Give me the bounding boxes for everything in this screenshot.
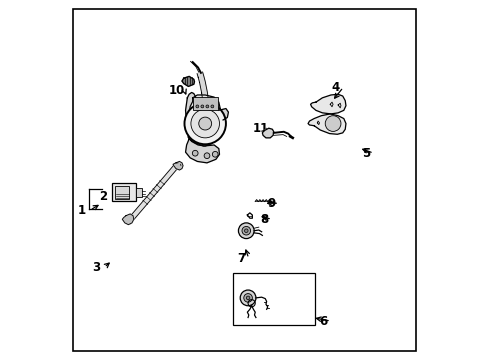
Circle shape — [246, 296, 249, 300]
Text: 6: 6 — [318, 315, 326, 328]
Circle shape — [244, 294, 252, 302]
Text: 2: 2 — [99, 190, 107, 203]
Circle shape — [203, 153, 209, 158]
Circle shape — [244, 229, 247, 233]
Polygon shape — [182, 76, 194, 86]
Polygon shape — [197, 72, 207, 98]
Circle shape — [184, 103, 225, 144]
Circle shape — [196, 105, 198, 108]
Text: 9: 9 — [266, 197, 275, 210]
Circle shape — [201, 105, 203, 108]
Polygon shape — [122, 214, 134, 225]
Circle shape — [240, 290, 255, 306]
Circle shape — [325, 116, 340, 131]
Text: 10: 10 — [168, 84, 184, 97]
Circle shape — [210, 105, 213, 108]
Text: 5: 5 — [361, 147, 369, 160]
Text: 8: 8 — [260, 213, 268, 226]
Text: 1: 1 — [78, 204, 86, 217]
Bar — [115, 186, 129, 199]
Circle shape — [198, 117, 211, 130]
Bar — [135, 188, 142, 197]
Polygon shape — [218, 109, 228, 120]
Circle shape — [242, 226, 250, 235]
Text: 3: 3 — [92, 261, 100, 274]
Polygon shape — [310, 94, 345, 114]
Polygon shape — [262, 128, 273, 138]
Text: 11: 11 — [252, 122, 268, 135]
Polygon shape — [185, 139, 219, 163]
Bar — [233, 273, 315, 325]
Polygon shape — [126, 164, 178, 224]
Polygon shape — [173, 161, 183, 170]
Circle shape — [205, 105, 208, 108]
Circle shape — [212, 152, 218, 157]
Text: 4: 4 — [331, 81, 339, 94]
Circle shape — [238, 223, 254, 239]
Circle shape — [190, 109, 219, 138]
Bar — [112, 183, 135, 202]
Bar — [192, 97, 218, 111]
Polygon shape — [189, 95, 220, 125]
Polygon shape — [307, 114, 345, 134]
Polygon shape — [185, 93, 196, 123]
Text: 7: 7 — [236, 252, 244, 265]
Circle shape — [192, 150, 198, 156]
Polygon shape — [188, 123, 216, 146]
